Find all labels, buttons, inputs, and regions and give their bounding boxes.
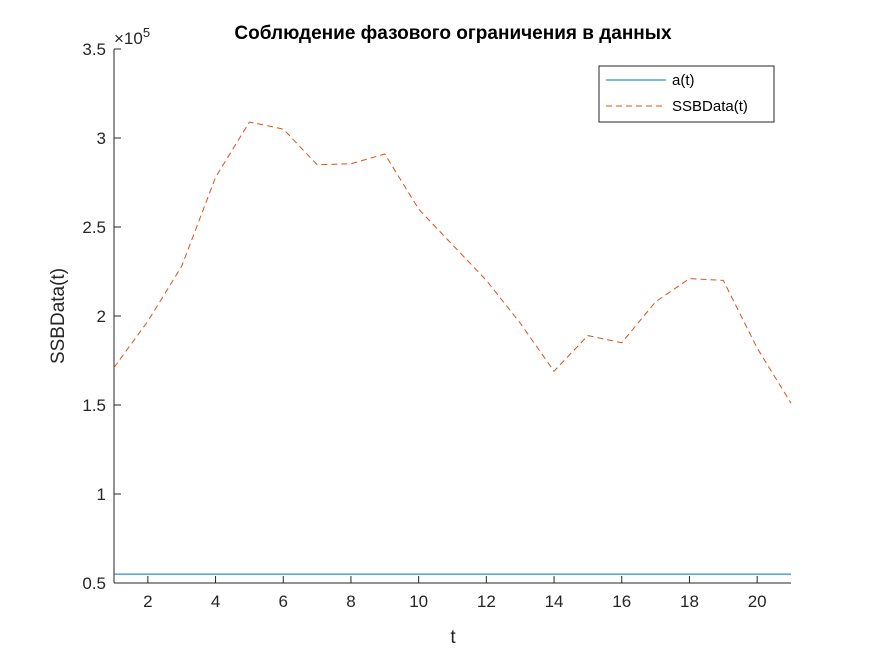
ticks: 2 4 6 8 10 12 14 16 18 20 0.5 1 1.5 2 2.5 3 3.5 [82,40,766,611]
y-tick-label: 2 [97,307,106,326]
x-tick-label: 18 [680,592,699,611]
y-tick-label: 2.5 [82,218,106,237]
x-tick-label: 8 [346,592,355,611]
legend-label-a: a(t) [672,72,695,89]
y-exponent-power: 5 [143,25,150,40]
legend: a(t) SSBData(t) [598,65,775,123]
x-tick-label: 12 [477,592,496,611]
legend-label-ssb: SSBData(t) [672,98,748,115]
plot-area [114,49,791,583]
legend-box [598,65,775,123]
y-tick-label: 3 [97,129,106,148]
x-tick-label: 16 [612,592,631,611]
x-tick-label: 10 [409,592,428,611]
x-tick-label: 4 [211,592,220,611]
series-line-ssbdata [113,121,792,404]
y-tick-label: 1.5 [82,396,106,415]
y-tick-label: 1 [97,485,106,504]
x-tick-label: 14 [545,592,564,611]
y-exponent-base: ×10 [114,29,143,48]
x-tick-label: 2 [143,592,152,611]
y-tick-label: 3.5 [82,40,106,59]
y-exponent: ×105 [114,25,150,48]
x-tick-label: 6 [279,592,288,611]
x-axis-label: t [450,627,456,648]
chart-title: Соблюдение фазового ограничения в данных [234,23,672,44]
y-tick-label: 0.5 [82,574,106,593]
y-axis-label: SSBData(t) [48,268,69,364]
series-layer [113,121,792,575]
x-tick-label: 20 [748,592,767,611]
